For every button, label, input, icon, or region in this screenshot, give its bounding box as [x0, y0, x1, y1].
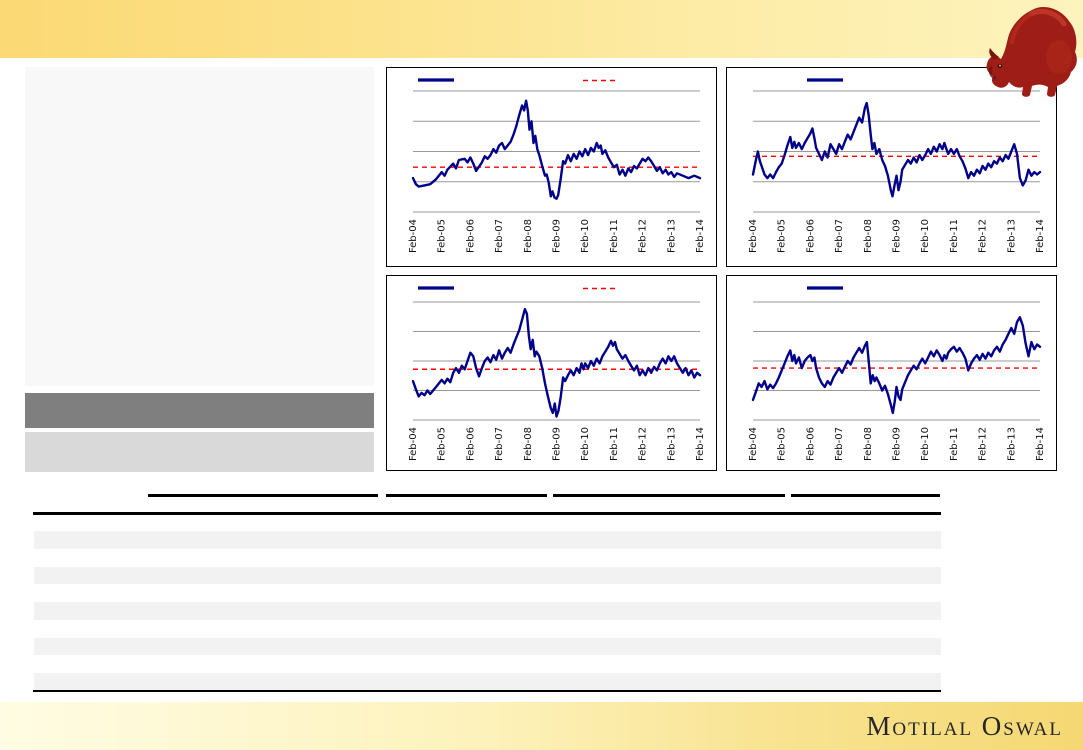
x-axis-label: Feb-06: [805, 219, 816, 253]
x-axis-label: Feb-09: [552, 427, 563, 461]
left-content-placeholder: [25, 67, 374, 386]
bull-muzzle-shade: [988, 66, 997, 80]
bull-body: [986, 7, 1077, 97]
x-axis-label: Feb-10: [920, 219, 931, 253]
x-axis-label: Feb-07: [834, 427, 845, 461]
table-row-stripe: [34, 566, 941, 584]
x-axis-label: Feb-07: [834, 219, 845, 253]
x-axis-label: Feb-14: [1035, 427, 1046, 461]
x-axis-label: Feb-12: [638, 427, 649, 461]
x-axis-label: Feb-14: [1035, 219, 1046, 253]
table-row-stripe: [34, 531, 941, 549]
x-axis-label: Feb-08: [863, 427, 874, 461]
x-axis-label: Feb-04: [748, 427, 759, 461]
x-axis-label: Feb-05: [437, 219, 448, 253]
x-axis-label: Feb-05: [777, 427, 788, 461]
x-axis-label: Feb-09: [892, 427, 903, 461]
bull-horn: [989, 48, 999, 60]
header-band: [0, 0, 1083, 58]
table-bottom-border: [33, 690, 941, 692]
bull-haunch-shade: [1046, 40, 1072, 74]
table-row-stripe: [34, 673, 941, 691]
table-header-divider: [33, 512, 941, 515]
x-axis-label: Feb-06: [465, 427, 476, 461]
x-axis-label: Feb-13: [1006, 219, 1017, 253]
x-axis-label: Feb-10: [580, 219, 591, 253]
bull-mascot-icon: [986, 7, 1077, 97]
x-axis-label: Feb-09: [892, 219, 903, 253]
x-axis-label: Feb-11: [949, 219, 960, 253]
x-axis-label: Feb-06: [465, 219, 476, 253]
x-axis-label: Feb-06: [805, 427, 816, 461]
table-column-group-underline: [791, 494, 940, 497]
table-row-stripe: [34, 637, 941, 655]
chart-bottom-right-canvas: Feb-04 Feb-05 Feb-06 Feb-07 Feb-08 Feb-09 Feb-…: [748, 286, 1046, 461]
x-axis-label: Feb-12: [978, 427, 989, 461]
series-line: [411, 99, 702, 200]
x-axis-label: Feb-04: [408, 219, 419, 253]
series-line: [411, 307, 702, 418]
subtitle-bar-dark: [25, 393, 374, 428]
x-axis-label: Feb-08: [523, 219, 534, 253]
brand-wordmark: Motilal Oswal: [866, 711, 1063, 741]
chart-top-left: Feb-04 Feb-05 Feb-06 Feb-07 Feb-08 Feb-09 Feb-…: [386, 67, 717, 267]
bull-shoulder-highlight: [1010, 13, 1032, 44]
table-column-group-underline: [148, 494, 378, 497]
chart-top-right: Feb-04 Feb-05 Feb-06 Feb-07 Feb-08 Feb-09 Feb-…: [726, 67, 1057, 267]
table-column-group-underline: [553, 494, 785, 497]
bull-eye-glint: [999, 64, 1001, 67]
footer-band: Motilal Oswal: [0, 702, 1083, 750]
bull-hump-highlight: [1028, 8, 1067, 27]
x-axis-label: Feb-10: [920, 427, 931, 461]
x-axis-label: Feb-05: [437, 427, 448, 461]
x-axis-label: Feb-08: [523, 427, 534, 461]
chart-bottom-left-canvas: Feb-04 Feb-05 Feb-06 Feb-07 Feb-08 Feb-09 Feb-…: [408, 286, 706, 461]
x-axis-label: Feb-14: [695, 219, 706, 253]
table-column-group-underline: [386, 494, 547, 497]
x-axis-label: Feb-11: [609, 219, 620, 253]
x-axis-label: Feb-14: [695, 427, 706, 461]
x-axis-label: Feb-04: [748, 219, 759, 253]
subtitle-bar-light: [25, 432, 374, 472]
x-axis-label: Feb-12: [978, 219, 989, 253]
chart-bottom-left: Feb-04 Feb-05 Feb-06 Feb-07 Feb-08 Feb-09 Feb-…: [386, 275, 717, 471]
x-axis-label: Feb-08: [863, 219, 874, 253]
x-axis-label: Feb-05: [777, 219, 788, 253]
x-axis-label: Feb-13: [666, 219, 677, 253]
x-axis-label: Feb-10: [580, 427, 591, 461]
x-axis-label: Feb-11: [609, 427, 620, 461]
chart-bottom-right: Feb-04 Feb-05 Feb-06 Feb-07 Feb-08 Feb-09 Feb-…: [726, 275, 1057, 471]
x-axis-label: Feb-13: [1006, 427, 1017, 461]
x-axis-label: Feb-12: [638, 219, 649, 253]
x-axis-label: Feb-13: [666, 427, 677, 461]
table-row-stripe: [34, 602, 941, 620]
x-axis-label: Feb-07: [494, 219, 505, 253]
x-axis-label: Feb-07: [494, 427, 505, 461]
series-line: [751, 316, 1042, 415]
chart-top-right-canvas: Feb-04 Feb-05 Feb-06 Feb-07 Feb-08 Feb-09 Feb-…: [748, 78, 1046, 253]
chart-top-left-canvas: Feb-04 Feb-05 Feb-06 Feb-07 Feb-08 Feb-09 Feb-…: [408, 78, 706, 253]
x-axis-label: Feb-11: [949, 427, 960, 461]
x-axis-label: Feb-04: [408, 427, 419, 461]
x-axis-label: Feb-09: [552, 219, 563, 253]
series-line: [751, 101, 1042, 198]
